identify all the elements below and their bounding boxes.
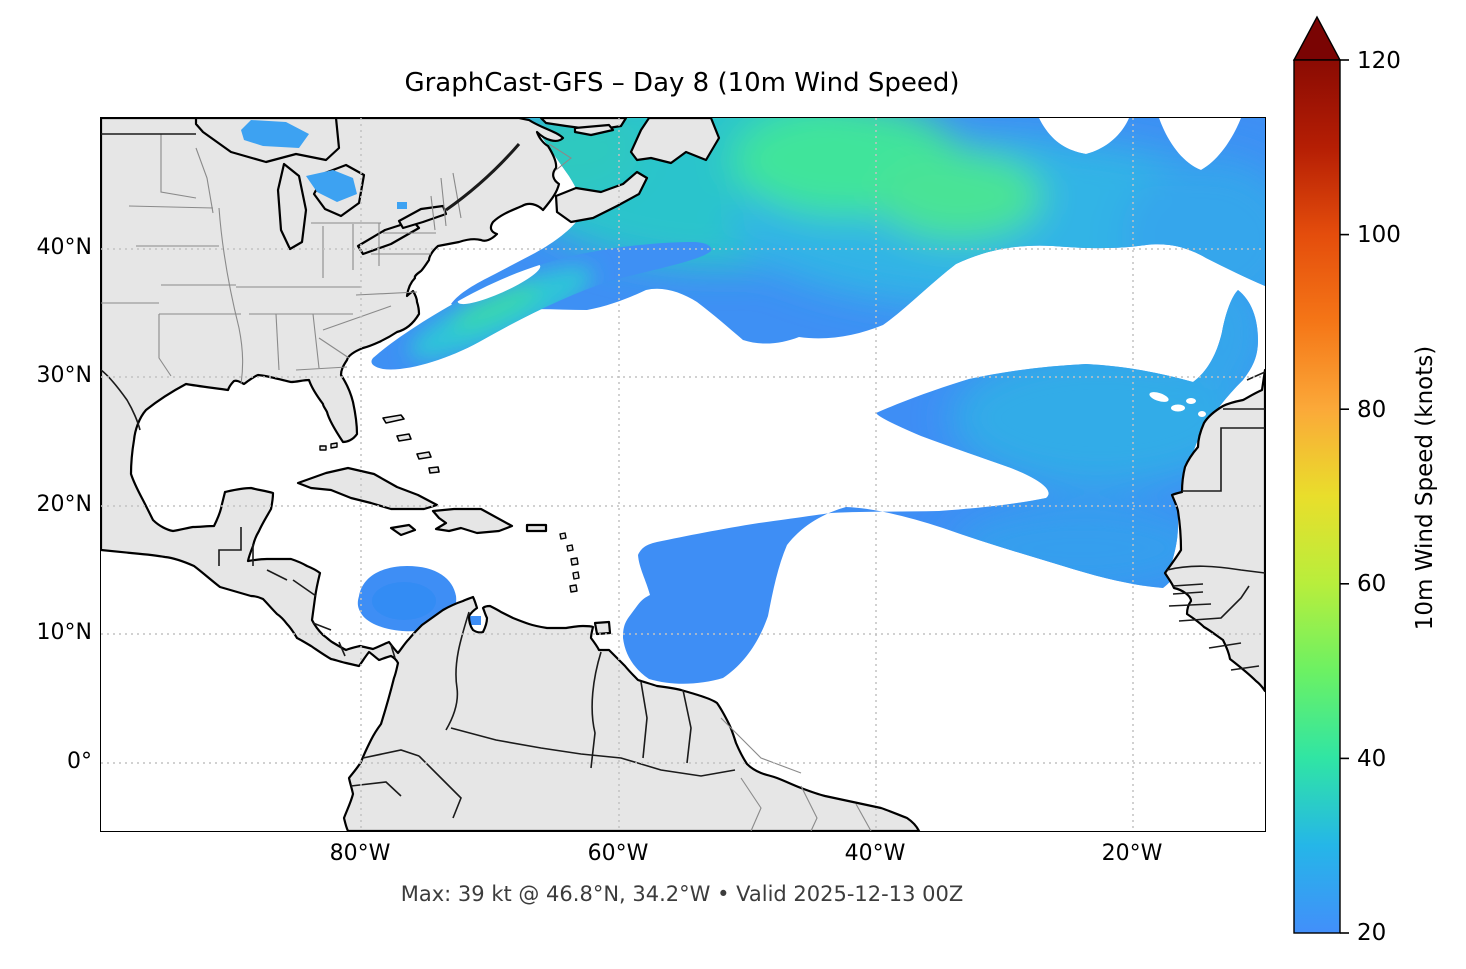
lesser-antilles [559, 532, 580, 593]
lon-tick-40w: 40°W [844, 841, 906, 866]
colorbar-tick-60: 60 [1357, 571, 1386, 597]
lon-tick-20w: 20°W [1101, 841, 1163, 866]
florida-keys [319, 442, 338, 451]
map-axes [100, 117, 1266, 832]
map-canvas [101, 118, 1265, 831]
colorbar-axis-label: 10m Wind Speed (knots) [1412, 346, 1438, 630]
country-borders [101, 133, 1265, 819]
lon-tick-80w: 80°W [329, 841, 391, 866]
colorbar-tick-20: 20 [1357, 920, 1386, 946]
anticosti-island [573, 123, 615, 137]
wind-patch-caribbean-jet [357, 566, 481, 632]
americas-mainland [101, 118, 921, 831]
lon-tick-60w: 60°W [587, 841, 649, 866]
wind-patch-great-lakes [241, 120, 407, 209]
colorbar-tick-80: 80 [1357, 397, 1386, 423]
lat-tick-20n: 20°N [36, 492, 92, 517]
hispaniola [431, 507, 514, 535]
colorbar-tick-100: 100 [1357, 222, 1401, 248]
lat-tick-0: 0° [67, 749, 92, 774]
africa-west-coast [1163, 368, 1265, 693]
puerto-rico [525, 523, 548, 533]
lat-tick-40n: 40°N [36, 235, 92, 260]
jamaica [389, 523, 417, 537]
lat-tick-10n: 10°N [36, 620, 92, 645]
colorbar-tick-120: 120 [1357, 48, 1401, 74]
nova-scotia [554, 170, 649, 224]
cuba [296, 466, 439, 511]
st-lawrence-river [445, 143, 521, 212]
brazil-state-borders [720, 717, 872, 831]
max-valid-caption: Max: 39 kt @ 46.8°N, 34.2°W • Valid 2025… [400, 882, 964, 906]
gridlines [101, 118, 1265, 831]
colorbar-tick-40: 40 [1357, 746, 1386, 772]
bahamas [382, 414, 440, 474]
lake-erie [356, 219, 421, 256]
land-africa [1163, 368, 1265, 693]
lake-michigan [276, 162, 308, 251]
state-borders [101, 134, 572, 385]
lat-tick-30n: 30°N [36, 363, 92, 388]
colorbar-extend-arrow [1292, 15, 1342, 61]
page-title: GraphCast-GFS – Day 8 (10m Wind Speed) [404, 68, 960, 98]
trinidad [593, 620, 612, 636]
newfoundland [629, 118, 721, 165]
gulf-stream-white-slot [457, 263, 541, 305]
colorbar-tick-marks [1340, 59, 1349, 934]
wind-patch-subtropical-trade-band [623, 290, 1258, 684]
colorbar: 120 100 80 60 40 20 10m Wind Speed (knot… [1292, 15, 1438, 946]
canary-islands-cutouts [1149, 392, 1206, 417]
colorbar-gradient-bar [1293, 59, 1341, 934]
lake-ontario [397, 204, 448, 230]
land-americas [101, 118, 921, 831]
